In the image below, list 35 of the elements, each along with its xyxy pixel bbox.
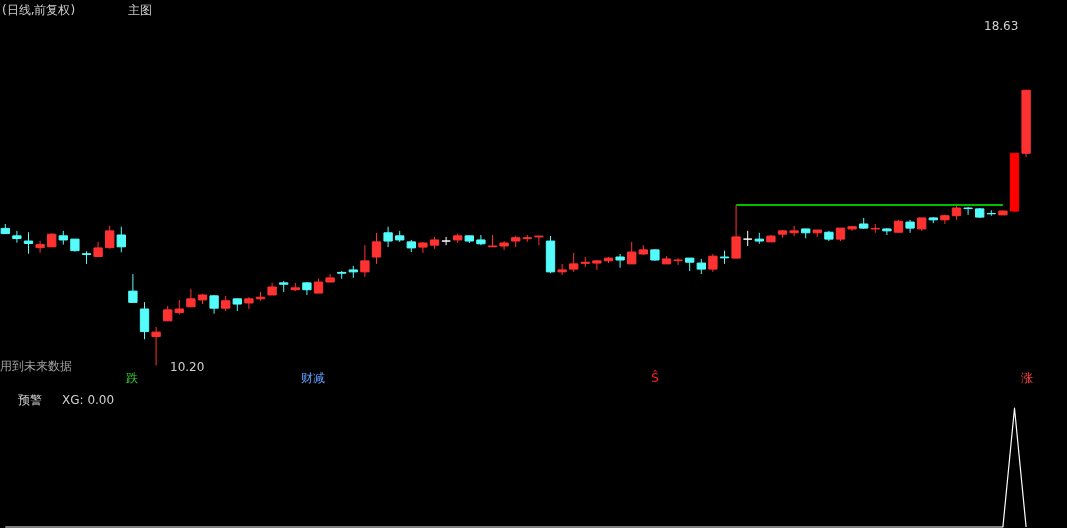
candlestick — [12, 230, 22, 244]
candlestick — [441, 236, 451, 246]
text: 跌 — [126, 371, 138, 385]
text: 涨 — [1021, 371, 1033, 385]
candlestick — [592, 259, 602, 271]
candlestick — [105, 225, 115, 250]
annotation: 用到未来数据 — [0, 359, 72, 373]
annotation: 10.20 — [170, 360, 205, 374]
candlestick — [557, 263, 567, 276]
candlestick — [534, 235, 544, 246]
candlestick — [360, 244, 370, 278]
candlestick — [128, 273, 138, 303]
candlestick — [476, 234, 486, 246]
candlestick — [963, 206, 973, 216]
candlestick — [244, 296, 254, 310]
text: Ŝ — [651, 370, 659, 385]
candlestick — [151, 326, 161, 366]
chart-title: 预警 — [18, 393, 42, 407]
candlestick — [731, 204, 741, 259]
text: XG: 0.00 — [62, 393, 115, 407]
candlestick — [383, 226, 393, 248]
candlestick — [35, 240, 45, 254]
candlestick — [116, 226, 126, 253]
candlestick — [139, 301, 150, 340]
candlestick — [186, 288, 196, 308]
text: 18.63 — [984, 19, 1019, 33]
candlestick — [615, 253, 625, 269]
candlestick — [23, 231, 34, 255]
chart-title: (日线,前复权) — [2, 3, 76, 17]
candlestick — [789, 225, 799, 237]
candlestick — [673, 257, 683, 266]
candlestick — [371, 232, 382, 265]
chart-subtitle: 主图 — [128, 3, 152, 17]
text: 财减 — [301, 371, 325, 385]
candlestick — [418, 241, 428, 254]
